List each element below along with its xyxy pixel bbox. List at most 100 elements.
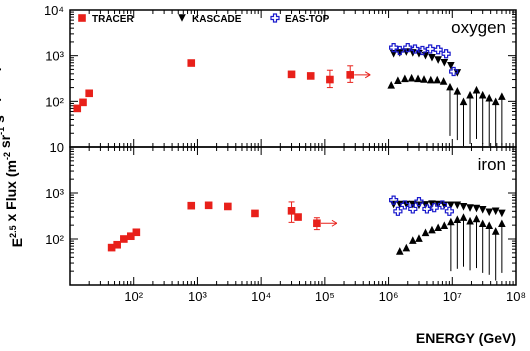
data-point-kascade — [478, 206, 487, 214]
y-axis-title-part: s — [0, 115, 7, 127]
data-point-kascade-triangle-up- — [407, 73, 416, 82]
energy-arrow-head — [364, 71, 371, 79]
data-point-eas-top — [389, 43, 399, 53]
data-point-kascade-triangle-up- — [453, 87, 462, 95]
data-point-tracer — [224, 202, 232, 211]
data-point-kascade-triangle-up- — [447, 217, 455, 226]
data-point-kascade-triangle-up- — [395, 247, 404, 255]
y-axis-title-sup: -1 — [0, 127, 6, 135]
data-point-kascade — [459, 203, 468, 211]
y-axis-title-text: E2.5 x Flux (m-2 sr-1 s-1 (GeV)1.5) — [0, 49, 25, 248]
data-point-kascade-triangle-up- — [478, 219, 487, 228]
data-point-kascade-triangle-up- — [491, 227, 500, 235]
y-axis-title-sup: 2.5 — [8, 225, 18, 238]
legend-label-eas-top: EAS-TOP — [285, 14, 330, 25]
data-point-kascade-triangle-up- — [459, 97, 468, 106]
data-point-tracer — [113, 240, 121, 249]
y-axis-title-part: (GeV) — [0, 66, 1, 107]
data-point-kascade — [428, 200, 436, 209]
data-point-eas-top — [425, 44, 435, 54]
data-point-kascade-triangle-up- — [420, 75, 428, 83]
x-tick-label: 10² — [124, 289, 143, 304]
data-point-kascade — [440, 58, 449, 67]
data-point-eas-top — [414, 197, 424, 207]
panel-label-iron: iron — [478, 155, 506, 174]
data-point-eas-top — [437, 200, 448, 210]
data-point-kascade-triangle-up- — [472, 214, 481, 223]
data-point-kascade-triangle-up- — [402, 243, 411, 252]
data-point-kascade-triangle-up- — [401, 74, 409, 83]
data-point-kascade-triangle-up- — [485, 93, 494, 102]
y-tick-label-iron: 10³ — [45, 186, 64, 201]
data-point-kascade-triangle-up- — [428, 225, 436, 234]
data-point-kascade-triangle-up- — [408, 236, 417, 244]
data-point-eas-top — [403, 43, 413, 53]
data-point-kascade-triangle-up- — [433, 75, 442, 84]
legend-marker-kascade — [178, 14, 186, 22]
data-point-tracer — [346, 71, 355, 79]
data-point-kascade — [395, 200, 404, 209]
plot-frame-iron — [69, 146, 517, 286]
data-point-kascade-triangle-up- — [472, 85, 481, 94]
x-axis-title: ENERGY (GeV) — [416, 330, 516, 346]
y-axis-title-part: x Flux (m — [3, 160, 19, 225]
x-tick-label: 10⁶ — [379, 289, 399, 304]
data-point-kascade-triangle-up- — [491, 97, 500, 106]
data-point-kascade-triangle-up- — [414, 74, 422, 83]
y-tick-label-oxygen: 10² — [45, 94, 64, 109]
data-point-kascade-triangle-up- — [453, 215, 462, 223]
y-tick-label-oxygen: 10³ — [45, 49, 64, 64]
data-point-tracer — [187, 201, 196, 210]
data-point-kascade-triangle-up- — [434, 223, 442, 232]
data-point-eas-top — [449, 66, 459, 77]
energy-arrow-head — [331, 219, 338, 227]
data-point-tracer — [187, 59, 196, 67]
y-tick-label-oxygen: 10 — [50, 140, 64, 155]
data-point-kascade-triangle-up- — [394, 76, 402, 85]
data-point-kascade — [395, 49, 404, 57]
legend-marker-eas-top — [270, 13, 280, 23]
data-point-eas-top — [410, 44, 420, 54]
data-point-kascade — [498, 209, 506, 218]
x-tick-label: 10⁵ — [315, 289, 335, 304]
data-point-tracer — [126, 232, 135, 241]
data-point-eas-top — [393, 206, 403, 216]
data-point-kascade-triangle-up- — [440, 221, 449, 229]
legend-label-kascade: KASCADE — [192, 14, 242, 25]
y-axis-title-sup: -2 — [2, 152, 12, 160]
data-point-eas-top — [400, 200, 410, 210]
data-point-tracer — [204, 201, 213, 210]
data-point-kascade — [472, 204, 481, 213]
data-point-kascade-triangle-up- — [466, 216, 474, 225]
data-point-kascade — [434, 56, 442, 64]
data-point-kascade-triangle-up- — [498, 219, 506, 228]
data-point-eas-top — [441, 49, 451, 59]
chart-root: 10² 10³ 10⁴ 10⁵ 10⁶ 10⁷ 10⁸ 10 10² 10³ 10⁴ oxygen 10… — [0, 3, 526, 346]
data-point-eas-top — [444, 206, 454, 216]
data-point-eas-top — [422, 204, 432, 214]
y-tick-label-oxygen: 10⁴ — [44, 3, 64, 18]
x-tick-label: 10⁴ — [251, 289, 271, 304]
y-tick-label-iron: 10² — [45, 232, 64, 247]
data-point-kascade-triangle-up- — [439, 77, 448, 85]
data-point-kascade — [447, 61, 455, 70]
legend-marker-tracer — [78, 14, 86, 22]
data-point-kascade-triangle-up- — [485, 221, 494, 229]
data-point-tracer — [326, 75, 334, 84]
x-tick-label: 10³ — [188, 289, 207, 304]
x-tick-label: 10⁸ — [506, 289, 526, 304]
data-point-kascade-triangle-up- — [426, 75, 435, 84]
x-tick-label: 10⁷ — [443, 289, 462, 304]
data-point-kascade — [402, 200, 411, 209]
y-axis-title-part: sr — [0, 134, 13, 152]
data-point-kascade — [485, 208, 494, 217]
legend-label-tracer: TRACER — [92, 14, 134, 25]
data-point-tracer — [73, 104, 82, 113]
data-point-kascade — [428, 53, 436, 62]
data-point-eas-top — [389, 195, 399, 205]
data-point-tracer — [120, 235, 128, 243]
data-point-tracer — [306, 72, 315, 80]
data-point-kascade-triangle-up- — [415, 234, 423, 242]
data-point-tracer — [313, 219, 321, 228]
data-point-kascade — [466, 204, 474, 212]
